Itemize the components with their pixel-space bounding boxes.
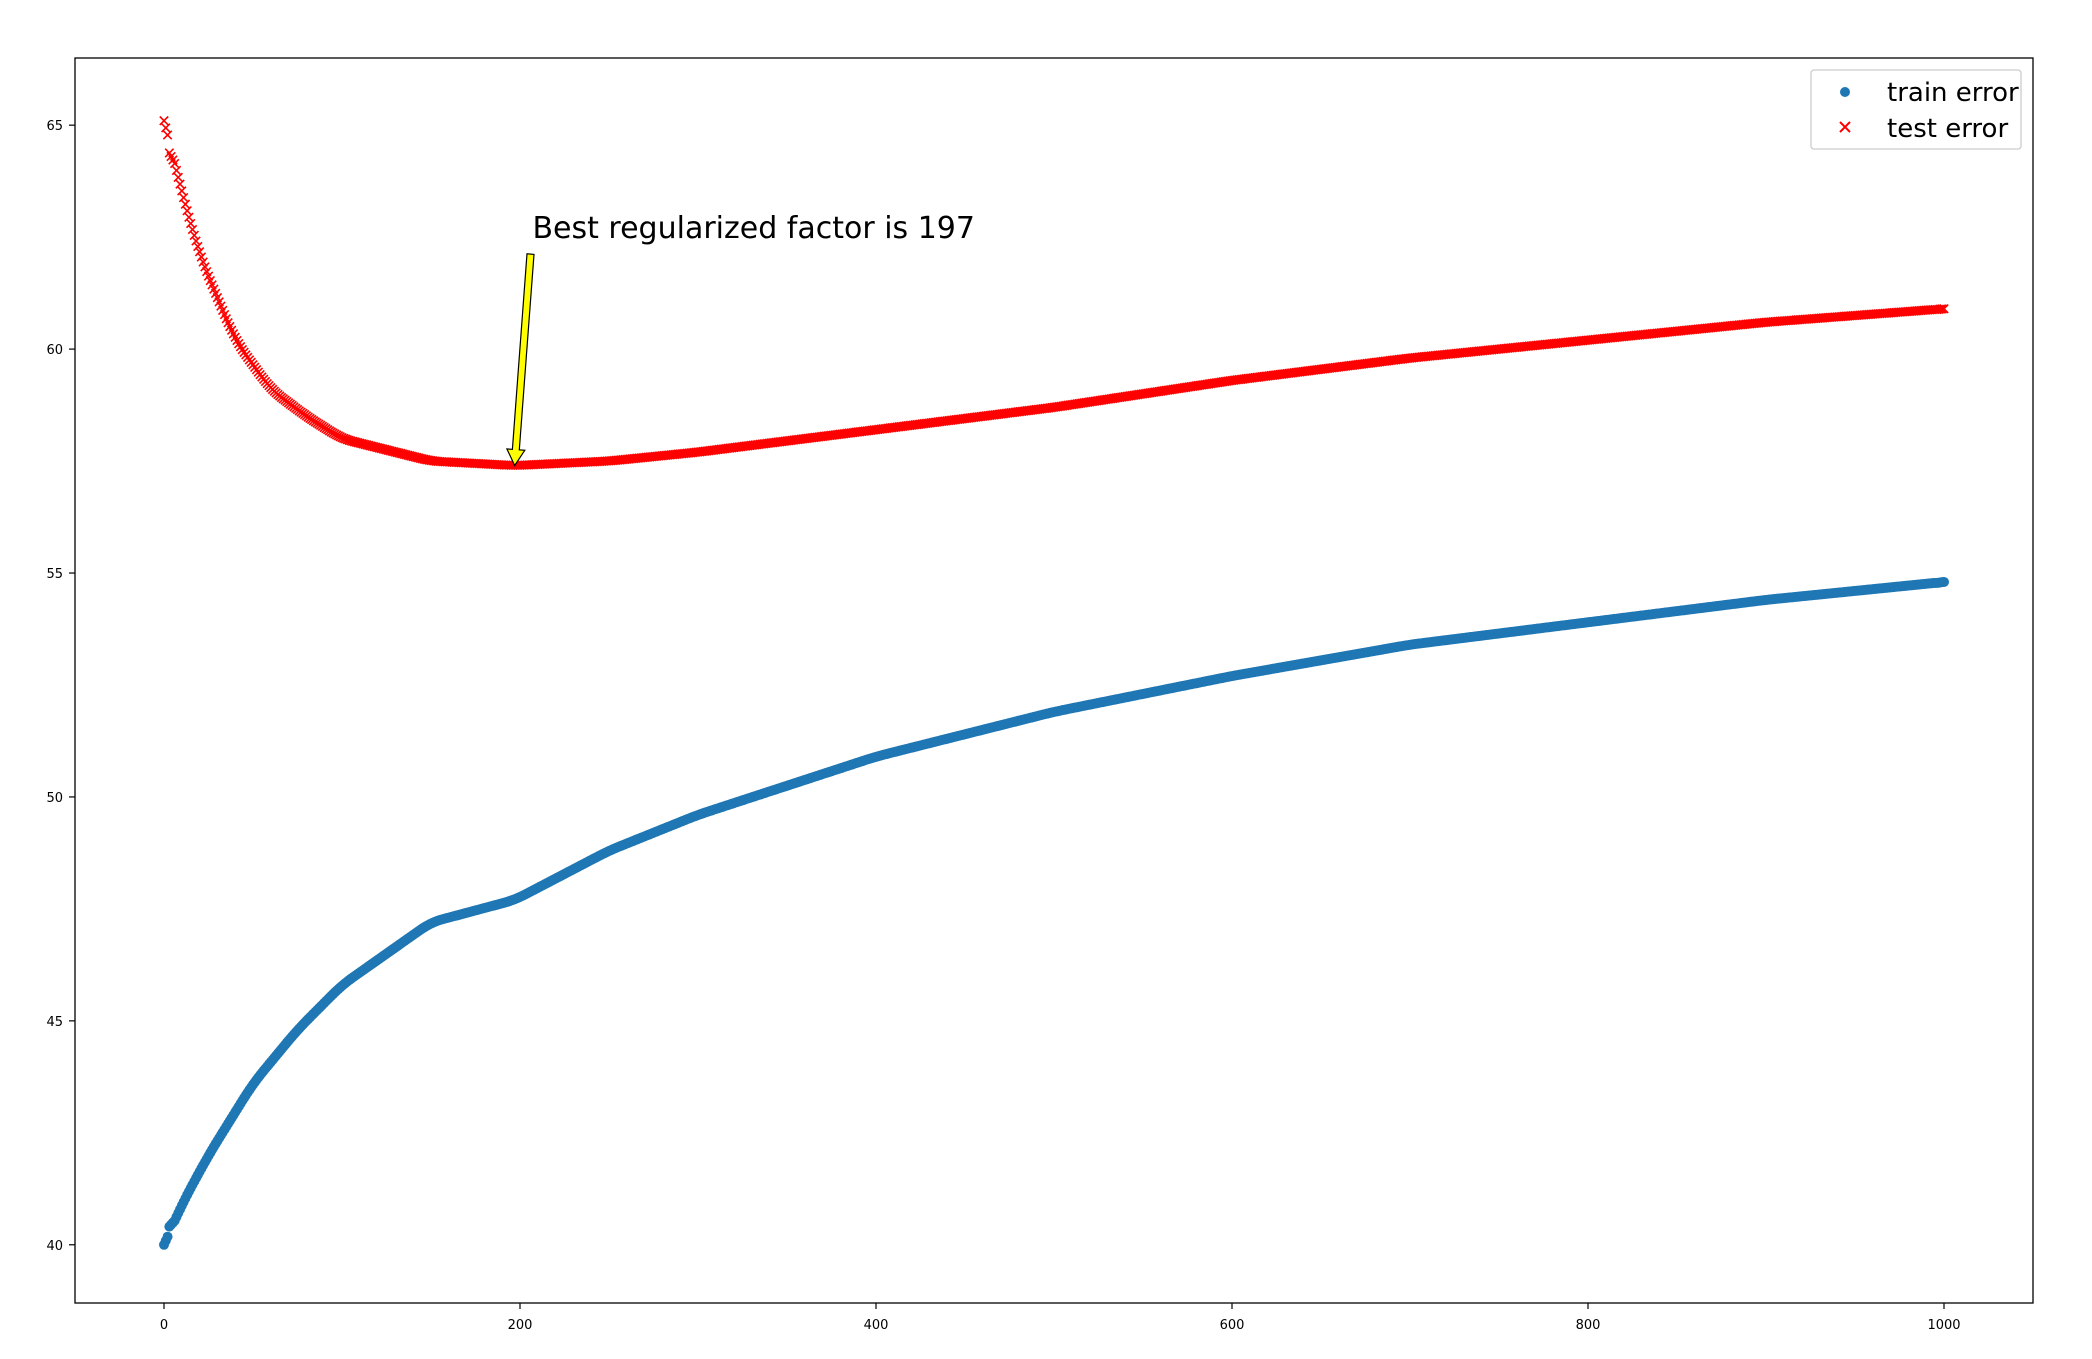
test-error-point: [162, 130, 173, 140]
series-train-error: [159, 576, 1949, 1250]
test-error-point: [159, 115, 169, 126]
y-tick-label: 55: [46, 567, 63, 582]
test-error-point: [191, 236, 201, 246]
test-error-point: [173, 172, 184, 183]
x-tick-label: 400: [864, 1318, 889, 1333]
series-test-error: [159, 115, 1949, 471]
y-tick-label: 40: [46, 1239, 63, 1254]
test-error-point: [196, 252, 207, 262]
x-tick-label: 800: [1576, 1318, 1601, 1333]
test-error-point: [1937, 304, 1947, 314]
x-tick-label: 600: [1220, 1318, 1245, 1333]
x-tick-label: 0: [160, 1318, 168, 1333]
test-error-point: [161, 123, 171, 133]
y-tick-label: 65: [46, 119, 63, 134]
data-marks: [159, 115, 1949, 1250]
legend-label-train: train error: [1887, 78, 2019, 108]
annotation-text: Best regularized factor is 197: [532, 211, 975, 246]
legend-marker-train: [1840, 87, 1850, 97]
annotation: Best regularized factor is 197: [505, 211, 975, 467]
test-error-point: [194, 247, 205, 257]
legend: train error test error: [1810, 69, 2022, 150]
plot-frame: [74, 57, 2034, 1304]
test-error-point: [169, 158, 180, 169]
y-tick-label: 45: [46, 1015, 63, 1030]
x-tick-label: 1000: [1927, 1318, 1960, 1333]
x-tick-label: 200: [508, 1318, 533, 1333]
test-error-point: [171, 165, 182, 176]
test-error-point: [1935, 304, 1946, 314]
legend-marker-test: [1839, 121, 1851, 133]
y-tick-label: 50: [46, 791, 63, 806]
x-axis: 0 200 400 600 800 1000: [160, 1303, 1961, 1333]
y-tick-label: 60: [46, 343, 63, 358]
test-error-point: [193, 241, 203, 252]
test-error-point: [189, 230, 200, 241]
train-error-point: [162, 1231, 173, 1242]
legend-label-test: test error: [1887, 114, 2008, 144]
test-error-point: [185, 218, 196, 229]
train-error-point: [1939, 576, 1949, 587]
legend-box: [1810, 69, 2022, 150]
annotation-arrow: [505, 253, 535, 467]
test-error-point: [177, 186, 187, 196]
test-error-point: [187, 224, 198, 235]
test-error-point: [175, 179, 185, 189]
y-axis: 40 45 50 55 60 65: [46, 119, 75, 1254]
test-error-point: [1939, 304, 1949, 314]
